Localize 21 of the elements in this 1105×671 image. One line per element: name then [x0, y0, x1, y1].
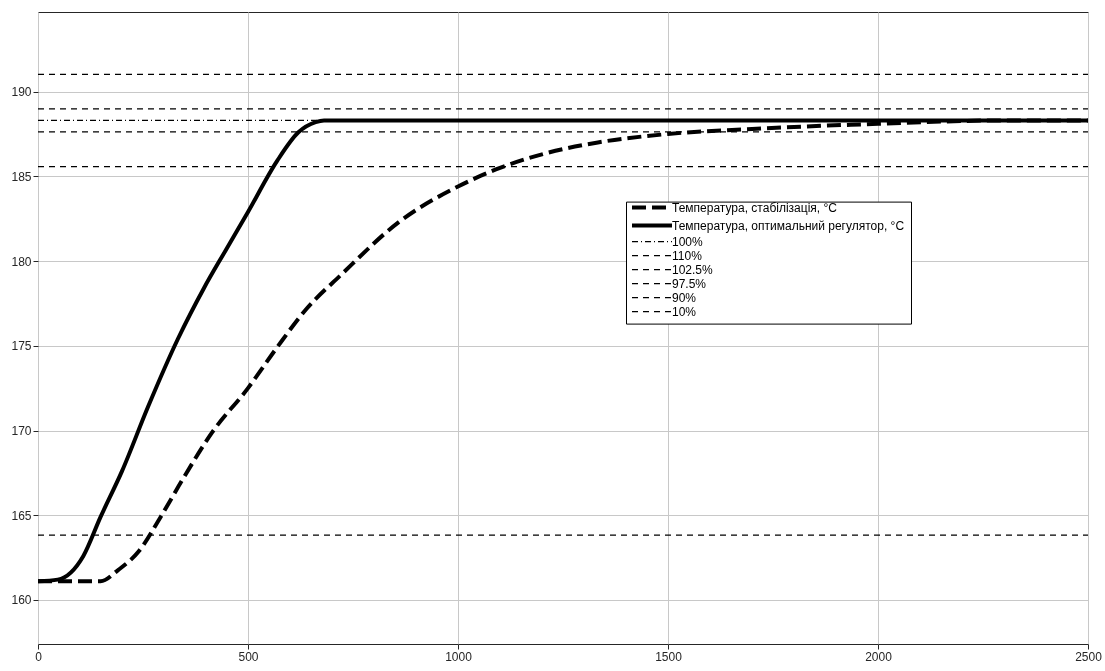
y-tick-label: 180 — [11, 254, 32, 269]
x-tick-label: 2500 — [1075, 649, 1103, 664]
legend-label: Температура, оптимальний регулятор, °C — [672, 218, 905, 233]
y-tick-label: 170 — [11, 424, 32, 439]
legend-label: 102.5% — [672, 262, 714, 277]
legend-label: 10% — [672, 304, 697, 319]
y-tick-label: 190 — [11, 85, 32, 100]
x-tick-label: 0 — [35, 649, 43, 664]
legend-label: 90% — [672, 290, 697, 305]
x-tick-label: 1500 — [655, 649, 683, 664]
y-tick-label: 185 — [11, 169, 32, 184]
x-tick-label: 1000 — [445, 649, 473, 664]
legend-label: Температура, стабілізація, °C — [672, 200, 838, 215]
legend-label: 97.5% — [672, 276, 707, 291]
y-tick-label: 160 — [11, 593, 32, 608]
y-tick-label: 165 — [11, 508, 32, 523]
y-tick-label: 175 — [11, 339, 32, 354]
legend-label: 100% — [672, 234, 704, 249]
legend-label: 110% — [672, 248, 703, 263]
x-tick-label: 500 — [238, 649, 259, 664]
x-tick-label: 2000 — [865, 649, 893, 664]
